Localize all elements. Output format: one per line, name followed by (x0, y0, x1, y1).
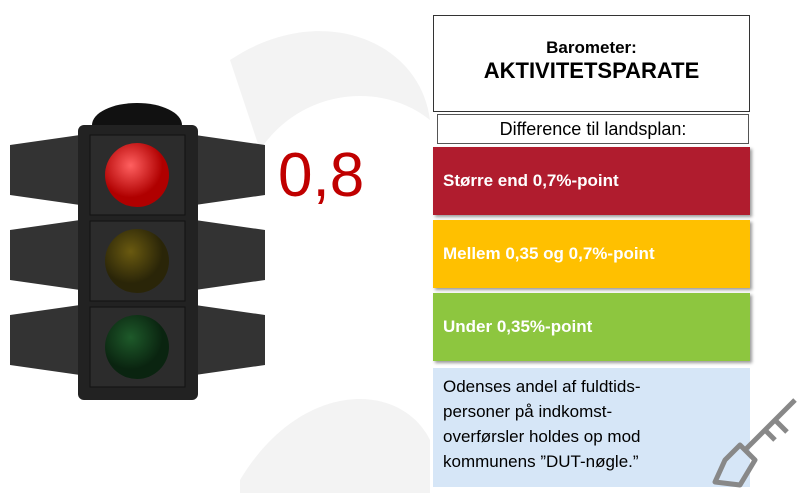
header-box: Barometer: AKTIVITETSPARATE (433, 15, 750, 112)
level-bar: Større end 0,7%-point (433, 147, 750, 215)
subheader: Difference til landsplan: (437, 114, 749, 144)
key-icon (695, 390, 807, 493)
header-label: Barometer: (434, 38, 749, 58)
header-title: AKTIVITETSPARATE (434, 58, 749, 84)
level-bar: Under 0,35%-point (433, 293, 750, 361)
page: 0,8 Barometer: AKTIVITETSPARATE Differen… (0, 0, 807, 493)
traffic-light (0, 95, 270, 405)
level-bar: Mellem 0,35 og 0,7%-point (433, 220, 750, 288)
indicator-value: 0,8 (278, 140, 364, 211)
